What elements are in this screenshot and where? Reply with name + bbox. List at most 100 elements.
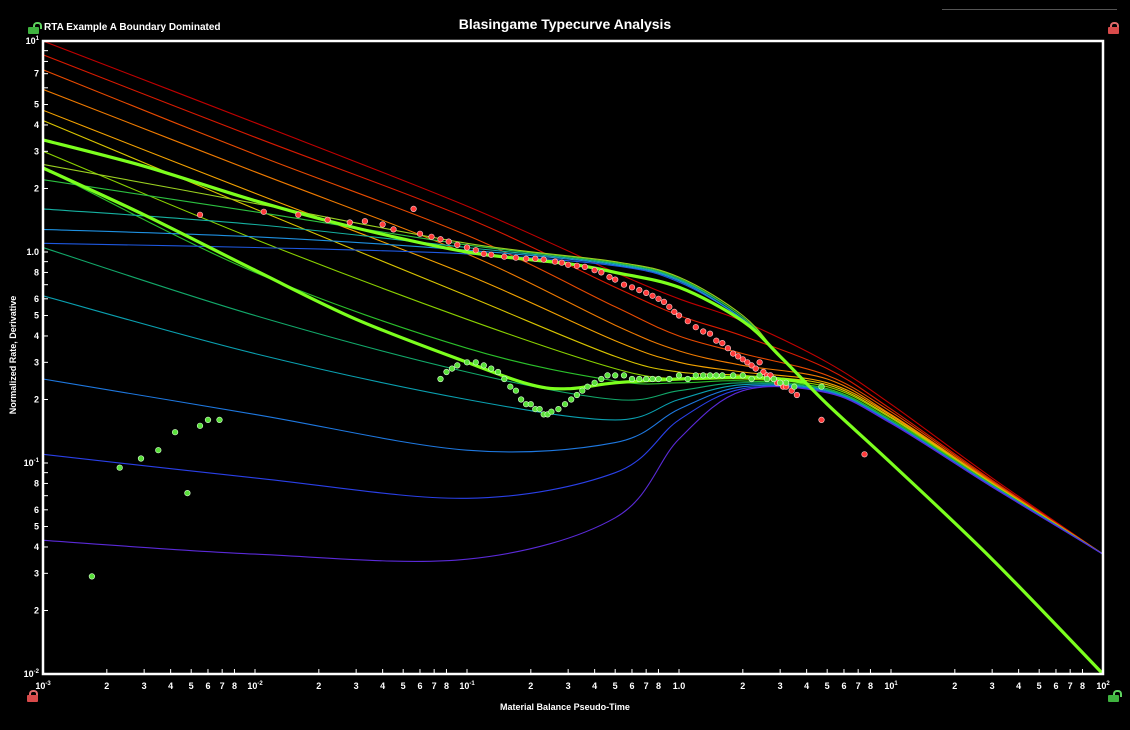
derivative-data-point	[748, 375, 755, 383]
x-tick-label: 2	[740, 681, 745, 691]
derivative-data-point	[443, 368, 450, 376]
rate-data-point	[558, 259, 565, 266]
integral-typecurve	[43, 242, 1103, 674]
derivative-data-point	[620, 372, 628, 379]
rate-data-point	[564, 261, 572, 268]
derivative-data-point	[763, 375, 771, 383]
x-tick-label: 3	[142, 681, 147, 691]
rate-data-point	[706, 330, 714, 337]
rate-data-point	[581, 263, 589, 271]
rate-data-point	[700, 328, 707, 335]
y-tick-label: 3	[34, 568, 39, 578]
x-tick-label: 6	[205, 681, 210, 691]
x-tick-label: 2	[952, 681, 957, 691]
rate-data-point	[445, 238, 452, 245]
rate-typecurve	[43, 119, 1103, 555]
rate-data-point	[416, 230, 424, 237]
rate-data-point	[739, 356, 746, 363]
x-tick-label: 1.0	[673, 681, 686, 691]
chart-subtitle: RTA Example A Boundary Dominated	[44, 22, 221, 33]
x-tick-label: 2	[104, 681, 109, 691]
rate-data-point	[660, 298, 668, 306]
rate-data-point	[295, 211, 302, 218]
divider	[942, 9, 1117, 10]
rate-data-point	[628, 284, 636, 291]
derivative-data-point	[561, 401, 569, 408]
y-tick-label: 10-2	[24, 669, 40, 679]
derivative-data-point	[573, 391, 581, 399]
x-tick-label: 2	[528, 681, 533, 691]
y-tick-label: 1.0	[26, 247, 39, 257]
rate-typecurve	[43, 150, 1103, 555]
derivative-data-point	[88, 573, 95, 580]
derivative-data-point	[692, 372, 699, 379]
x-tick-label: 4	[804, 681, 809, 691]
x-tick-label: 4	[168, 681, 173, 691]
matched-rate-curve	[43, 138, 1103, 674]
rate-data-point	[410, 205, 417, 212]
x-tick-label: 6	[629, 681, 634, 691]
y-tick-label: 5	[34, 522, 39, 532]
derivative-data-point	[706, 372, 714, 379]
y-tick-label: 4	[34, 331, 39, 341]
derivative-data-point	[512, 387, 520, 394]
y-tick-label: 8	[34, 267, 39, 277]
derivative-data-point	[137, 455, 145, 462]
x-axis-label: Material Balance Pseudo-Time	[500, 702, 630, 712]
derivative-data-point	[555, 406, 562, 413]
derivative-data-point	[448, 365, 456, 372]
x-tick-label: 8	[656, 681, 661, 691]
derivative-data-point	[604, 372, 611, 379]
derivative-data-point	[598, 375, 605, 383]
derivative-data-point	[776, 379, 784, 386]
rate-data-point	[437, 236, 444, 243]
x-tick-label: 6	[841, 681, 846, 691]
y-tick-label: 2	[34, 183, 39, 193]
rate-data-point	[551, 258, 559, 265]
locked-icon[interactable]	[1108, 22, 1119, 34]
rate-data-point	[260, 208, 267, 215]
derivative-data-point	[818, 383, 825, 390]
rate-data-point	[620, 281, 628, 288]
rate-data-point	[734, 353, 742, 360]
chart-title: Blasingame Typecurve Analysis	[458, 16, 672, 32]
x-tick-label: 10-1	[459, 681, 475, 691]
derivative-data-point	[655, 375, 662, 383]
x-tick-label: 3	[990, 681, 995, 691]
rate-data-point	[390, 226, 397, 233]
x-tick-label: 5	[401, 681, 406, 691]
derivative-data-point	[791, 383, 798, 390]
x-tick-label: 2	[316, 681, 321, 691]
derivative-data-point	[184, 490, 191, 497]
derivative-data-point	[196, 422, 204, 429]
rate-data-point	[649, 292, 656, 299]
derivative-data-point	[675, 372, 683, 379]
derivative-data-point	[713, 372, 720, 379]
x-tick-label: 3	[354, 681, 359, 691]
rate-data-point	[744, 359, 751, 366]
y-tick-label: 2	[34, 394, 39, 404]
x-tick-label: 5	[613, 681, 618, 691]
x-tick-label: 7	[856, 681, 861, 691]
rate-data-point	[324, 216, 331, 223]
rate-data-point	[719, 340, 726, 347]
rate-data-point	[501, 253, 508, 260]
unlocked-icon[interactable]	[28, 22, 42, 34]
y-tick-label: 2	[34, 605, 39, 615]
rate-data-point	[522, 255, 530, 262]
unlocked-icon[interactable]	[1108, 690, 1122, 702]
derivative-data-point	[517, 396, 525, 403]
x-tick-label: 4	[1016, 681, 1021, 691]
derivative-data-point	[463, 359, 471, 366]
rate-data-point	[196, 211, 204, 218]
derivative-data-point	[527, 401, 534, 408]
x-tick-label: 6	[1053, 681, 1058, 691]
rate-data-point	[361, 218, 369, 225]
derivative-data-point	[666, 375, 673, 383]
rate-data-point	[454, 241, 461, 248]
locked-icon[interactable]	[27, 690, 38, 702]
rate-data-point	[793, 391, 801, 399]
x-tick-label: 7	[644, 681, 649, 691]
derivative-data-point	[437, 375, 444, 383]
